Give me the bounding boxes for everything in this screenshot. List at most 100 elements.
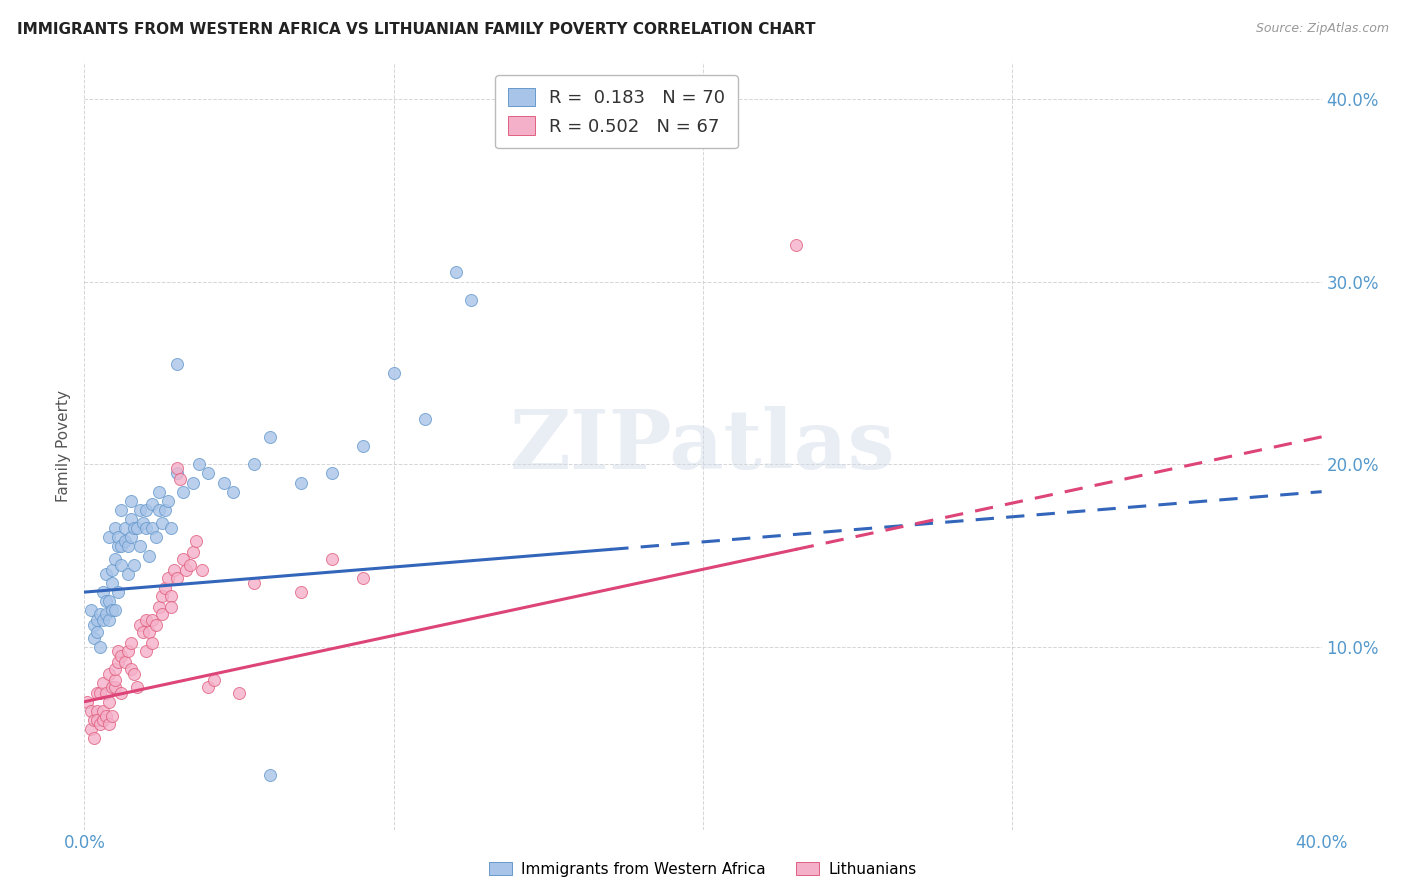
Point — [141, 636, 163, 650]
Point — [104, 521, 127, 535]
Point — [135, 503, 157, 517]
Point — [110, 558, 132, 572]
Point — [114, 655, 136, 669]
Point — [259, 430, 281, 444]
Point — [79, 603, 101, 617]
Point — [181, 545, 204, 559]
Point — [91, 676, 114, 690]
Point — [107, 585, 129, 599]
Point — [163, 563, 186, 577]
Point — [150, 516, 173, 530]
Point — [104, 680, 127, 694]
Point — [212, 475, 235, 490]
Point — [352, 439, 374, 453]
Point — [153, 503, 176, 517]
Point — [120, 662, 142, 676]
Point — [83, 713, 105, 727]
Point — [91, 713, 114, 727]
Point — [352, 570, 374, 584]
Point — [125, 680, 148, 694]
Point — [129, 618, 152, 632]
Point — [98, 695, 121, 709]
Point — [125, 521, 148, 535]
Point — [98, 667, 121, 681]
Point — [160, 589, 183, 603]
Point — [122, 667, 145, 681]
Point — [104, 673, 127, 687]
Point — [181, 475, 204, 490]
Point — [141, 613, 163, 627]
Point — [91, 613, 114, 627]
Point — [104, 662, 127, 676]
Point — [150, 589, 173, 603]
Point — [176, 563, 198, 577]
Point — [135, 643, 157, 657]
Point — [129, 503, 152, 517]
Point — [120, 493, 142, 508]
Point — [91, 704, 114, 718]
Legend: R =  0.183   N = 70, R = 0.502   N = 67: R = 0.183 N = 70, R = 0.502 N = 67 — [495, 75, 738, 148]
Point — [785, 238, 807, 252]
Point — [94, 566, 117, 581]
Point — [86, 685, 108, 699]
Point — [150, 607, 173, 621]
Point — [101, 603, 124, 617]
Point — [169, 472, 191, 486]
Point — [76, 695, 98, 709]
Point — [187, 457, 209, 471]
Point — [243, 457, 266, 471]
Point — [179, 558, 201, 572]
Point — [83, 631, 105, 645]
Point — [101, 680, 124, 694]
Point — [138, 549, 160, 563]
Point — [86, 713, 108, 727]
Point — [114, 533, 136, 548]
Point — [83, 618, 105, 632]
Point — [444, 265, 467, 279]
Point — [413, 411, 436, 425]
Point — [290, 475, 312, 490]
Text: ZIPatlas: ZIPatlas — [510, 406, 896, 486]
Point — [148, 484, 170, 499]
Point — [259, 768, 281, 782]
Point — [104, 603, 127, 617]
Point — [120, 636, 142, 650]
Point — [101, 576, 124, 591]
Point — [83, 731, 105, 746]
Point — [172, 484, 194, 499]
Point — [120, 530, 142, 544]
Point — [132, 625, 155, 640]
Point — [145, 530, 167, 544]
Point — [202, 673, 225, 687]
Point — [184, 533, 207, 548]
Point — [228, 685, 250, 699]
Point — [197, 680, 219, 694]
Point — [382, 366, 405, 380]
Point — [89, 716, 111, 731]
Point — [89, 607, 111, 621]
Point — [141, 521, 163, 535]
Point — [114, 521, 136, 535]
Point — [98, 594, 121, 608]
Point — [153, 582, 176, 596]
Y-axis label: Family Poverty: Family Poverty — [56, 390, 72, 502]
Point — [110, 540, 132, 554]
Point — [166, 357, 188, 371]
Point — [86, 613, 108, 627]
Point — [160, 521, 183, 535]
Point — [135, 521, 157, 535]
Point — [160, 599, 183, 614]
Point — [321, 467, 343, 481]
Point — [321, 552, 343, 566]
Point — [243, 576, 266, 591]
Point — [107, 530, 129, 544]
Point — [172, 552, 194, 566]
Point — [129, 540, 152, 554]
Point — [101, 563, 124, 577]
Point — [91, 585, 114, 599]
Point — [89, 640, 111, 654]
Point — [191, 563, 214, 577]
Legend: Immigrants from Western Africa, Lithuanians: Immigrants from Western Africa, Lithuani… — [482, 854, 924, 884]
Point — [89, 685, 111, 699]
Text: IMMIGRANTS FROM WESTERN AFRICA VS LITHUANIAN FAMILY POVERTY CORRELATION CHART: IMMIGRANTS FROM WESTERN AFRICA VS LITHUA… — [17, 22, 815, 37]
